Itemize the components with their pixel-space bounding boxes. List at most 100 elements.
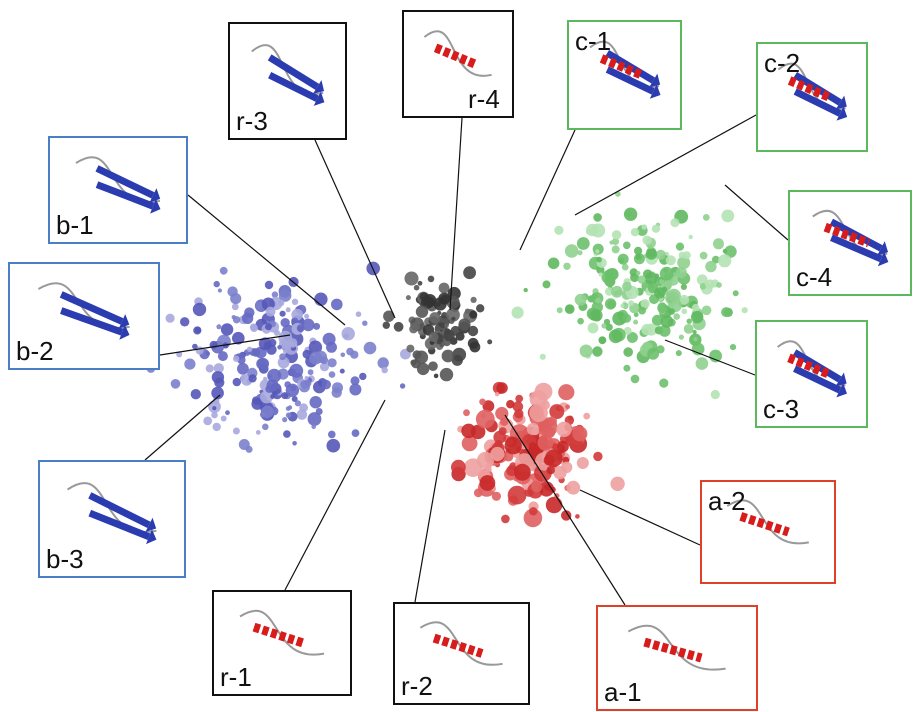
sphere <box>256 303 263 310</box>
sphere <box>692 304 700 312</box>
sphere <box>628 300 634 306</box>
sphere <box>400 383 405 388</box>
sphere <box>689 235 693 239</box>
leader-line <box>285 400 385 590</box>
sphere <box>221 323 233 335</box>
sphere <box>362 321 367 326</box>
sphere <box>529 403 548 422</box>
sphere <box>673 313 680 320</box>
sphere <box>286 384 299 397</box>
sphere <box>566 481 580 495</box>
sphere <box>405 272 419 286</box>
sphere <box>657 303 667 313</box>
structure-panel: a-1 <box>597 606 757 710</box>
sphere <box>420 292 429 301</box>
sphere <box>250 324 258 332</box>
leader-line <box>450 118 462 310</box>
sphere <box>212 406 216 410</box>
leader-line <box>580 490 700 545</box>
leader-line <box>520 130 575 250</box>
sphere <box>305 376 309 380</box>
sphere <box>575 514 580 519</box>
sphere <box>452 348 466 362</box>
sphere <box>492 492 501 501</box>
sphere <box>434 374 439 379</box>
sphere <box>592 346 602 356</box>
leader-line <box>415 430 445 602</box>
structure-panel: r-2 <box>394 603 529 704</box>
sphere <box>709 350 722 363</box>
sphere <box>646 249 657 260</box>
panel-label: a-2 <box>708 486 746 516</box>
sphere <box>429 312 440 323</box>
sphere <box>300 380 309 389</box>
sphere <box>696 357 709 370</box>
sphere <box>249 374 257 382</box>
sphere <box>684 324 694 334</box>
sphere <box>687 319 692 324</box>
sphere <box>451 460 466 475</box>
sphere <box>595 249 599 253</box>
sphere <box>548 258 560 270</box>
sphere <box>631 228 639 236</box>
sphere <box>193 303 206 316</box>
sphere <box>280 311 286 317</box>
panel-label: a-1 <box>604 677 642 707</box>
sphere <box>206 364 214 372</box>
sphere <box>293 318 298 323</box>
sphere <box>612 245 620 253</box>
leader-line <box>725 185 788 240</box>
sphere <box>263 377 267 381</box>
sphere <box>681 284 687 290</box>
sphere <box>486 463 491 468</box>
sphere <box>429 332 439 342</box>
sphere <box>514 464 531 481</box>
sphere <box>667 289 681 303</box>
sphere <box>304 314 309 319</box>
sphere <box>342 327 355 340</box>
sphere <box>713 238 724 249</box>
sphere <box>439 283 450 294</box>
sphere <box>468 326 478 336</box>
sphere <box>237 363 249 375</box>
sphere <box>310 396 322 408</box>
sphere <box>588 323 599 334</box>
sphere <box>565 304 575 314</box>
scatter-cloud <box>147 191 748 527</box>
sphere <box>328 431 336 439</box>
sphere <box>563 263 570 270</box>
sphere <box>572 426 587 441</box>
panel-label: b-1 <box>56 210 94 240</box>
sphere <box>495 392 499 396</box>
sphere <box>641 224 647 230</box>
panel-label: b-2 <box>16 336 54 366</box>
sphere <box>538 435 554 451</box>
structure-panel: b-1 <box>49 137 187 243</box>
structure-panel: c-4 <box>789 191 911 295</box>
sphere <box>676 267 687 278</box>
sphere <box>622 314 631 323</box>
sphere <box>703 214 710 221</box>
sphere <box>670 218 679 227</box>
sphere <box>352 429 360 437</box>
sphere <box>218 351 228 361</box>
sphere <box>414 285 420 291</box>
sphere <box>233 316 240 323</box>
sphere <box>292 299 298 305</box>
sphere <box>286 406 291 411</box>
sphere <box>659 379 668 388</box>
sphere <box>524 288 528 292</box>
sphere <box>730 344 736 350</box>
sphere <box>553 466 566 479</box>
sphere <box>633 320 638 325</box>
sphere <box>329 371 336 378</box>
sphere <box>180 317 189 326</box>
sphere <box>543 280 551 288</box>
sphere <box>676 350 682 356</box>
sphere <box>702 306 712 316</box>
sphere <box>340 369 345 374</box>
sphere <box>262 424 269 431</box>
sphere <box>676 243 684 251</box>
sphere <box>267 369 281 383</box>
sphere <box>547 416 557 426</box>
